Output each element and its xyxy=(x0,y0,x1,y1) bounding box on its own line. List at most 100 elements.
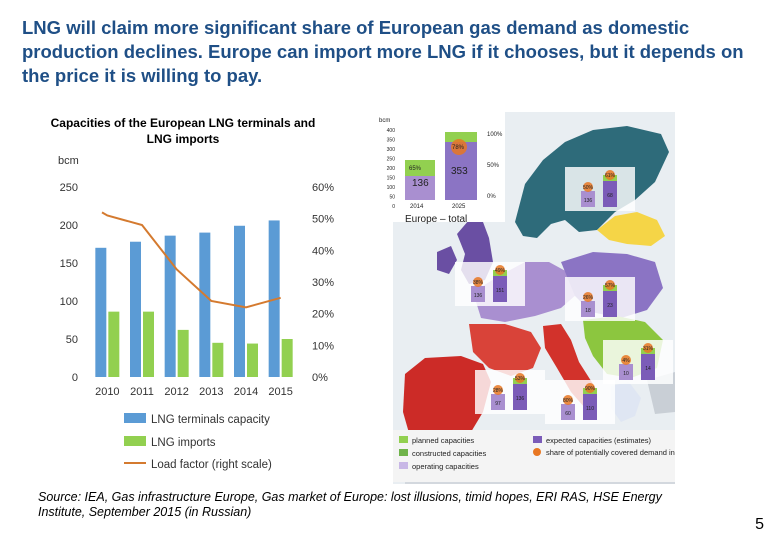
bar-capacity xyxy=(199,232,211,377)
mini-share-2025: 49% xyxy=(495,268,506,274)
mini-share-2014-marker xyxy=(583,292,593,302)
mini-value-2025: 14 xyxy=(645,366,651,372)
bar-imports xyxy=(281,339,293,377)
region-france xyxy=(469,324,541,376)
mini-chart-southeast: 10 14 4% 31% xyxy=(603,340,673,384)
mini-value-2014: 136 xyxy=(474,293,483,299)
bar-capacity xyxy=(95,247,107,377)
bar-imports xyxy=(177,329,189,377)
legend-label-load-factor: Load factor (right scale) xyxy=(151,459,272,471)
total-bar-2014-constructed xyxy=(405,160,435,176)
total-value-2014: 136 xyxy=(412,178,429,189)
mini-value-2025: 68 xyxy=(607,193,613,199)
mini-value-2014: 136 xyxy=(584,198,593,204)
europe-lng-map: bcm 400 350 300 250 200 150 100 50 0 100% 50% 0%… xyxy=(365,112,675,484)
y-axis-unit-label: bcm xyxy=(58,155,79,167)
legend-constructed: constructed capacities xyxy=(412,449,486,458)
legend-swatch-expected xyxy=(533,436,542,443)
y-tick-label: 250 xyxy=(60,182,78,194)
page-number: 5 xyxy=(755,516,764,533)
chart-title: Capacities of the European LNG terminals… xyxy=(50,116,316,146)
mini-chart-bg xyxy=(455,262,525,306)
x-axis-ticks: 2010 2011 2012 2013 2014 2015 xyxy=(95,386,293,398)
total-pct-top: 100% xyxy=(487,132,503,138)
load-factor-line-group xyxy=(101,211,281,309)
mini-bar-2025 xyxy=(513,384,527,410)
mini-share-2014-marker xyxy=(493,385,503,395)
bars-group xyxy=(95,220,293,377)
mini-bar-2014 xyxy=(581,191,595,207)
y2-tick-label: 60% xyxy=(312,182,334,194)
legend-operating: operating capacities xyxy=(412,462,479,471)
total-tick-label: 400 xyxy=(387,128,396,134)
mini-share-2025: 61% xyxy=(605,173,616,179)
legend-swatch-planned xyxy=(399,436,408,443)
mini-bar-2014 xyxy=(561,404,575,420)
total-share-2014: 65% xyxy=(409,166,422,172)
mini-share-2025-marker xyxy=(515,373,525,383)
legend-swatch-capacity xyxy=(124,413,146,423)
total-share-2025-marker xyxy=(451,139,467,155)
bar-capacity xyxy=(130,241,141,377)
source-note: Source: IEA, Gas infrastructure Europe, … xyxy=(38,490,662,519)
mini-share-2014-marker xyxy=(583,182,593,192)
total-value-2025: 353 xyxy=(451,166,468,177)
mini-share-2025-marker xyxy=(495,265,505,275)
y-tick-label: 200 xyxy=(60,220,78,232)
mini-value-2025: 23 xyxy=(607,303,613,309)
mini-chart-northwest: 136 151 38% 49% xyxy=(455,262,525,306)
mini-share-2025-marker xyxy=(585,383,595,393)
mini-share-2014-marker xyxy=(473,277,483,287)
bar-imports xyxy=(108,311,120,377)
mini-share-2014: 80% xyxy=(563,398,574,404)
bar-capacity xyxy=(164,235,176,377)
legend-swatch-operating xyxy=(399,462,408,469)
mini-share-2025-marker xyxy=(605,170,615,180)
mini-chart-bg xyxy=(565,167,635,211)
mini-bar-2014 xyxy=(471,286,485,302)
total-tick-label: 200 xyxy=(387,166,396,172)
bar-imports xyxy=(212,342,224,377)
total-pct-low: 0% xyxy=(487,194,496,200)
legend-swatch-imports xyxy=(124,436,146,446)
x-tick-label: 2015 xyxy=(268,386,292,398)
y2-tick-label: 0% xyxy=(312,372,328,384)
region-total-label: Europe – total xyxy=(405,214,467,225)
total-tick-label: 150 xyxy=(387,176,396,182)
y-tick-label: 0 xyxy=(72,372,78,384)
mini-chart-bg xyxy=(545,380,615,424)
mini-bar-2025 xyxy=(641,354,655,380)
mini-share-2014: 50% xyxy=(583,185,594,191)
legend-swatch-share xyxy=(533,448,541,456)
mini-share-2014: 38% xyxy=(473,280,484,286)
slide-headline: LNG will claim more significant share of… xyxy=(22,17,744,86)
bar-capacity xyxy=(234,225,245,377)
total-tick-label: 0 xyxy=(392,204,395,210)
mini-bar-2025 xyxy=(493,276,507,302)
y-tick-label: 50 xyxy=(66,334,78,346)
bar-imports xyxy=(247,343,258,377)
y2-tick-label: 30% xyxy=(312,277,334,289)
x-tick-label: 2012 xyxy=(164,386,188,398)
region-mini-charts: 136 68 50% 61% 136 151 38% 49% 18 23 26% 57% 10 14 4% 3… xyxy=(455,167,673,424)
region-ireland xyxy=(437,246,457,274)
total-share-2025: 78% xyxy=(452,145,465,151)
mini-bar-2014 xyxy=(491,394,505,410)
total-tick-label: 100 xyxy=(387,185,396,191)
y-tick-label: 150 xyxy=(60,258,78,270)
mini-share-2014-marker xyxy=(621,355,631,365)
y2-axis-ticks: 0% 10% 20% 30% 40% 50% 60% xyxy=(312,182,334,384)
legend-planned: planned capacities xyxy=(412,436,474,445)
mini-chart-italy: 97 136 28% 53% xyxy=(475,370,545,414)
y2-tick-label: 10% xyxy=(312,340,334,352)
mini-share-2014: 28% xyxy=(493,388,504,394)
legend-label-capacity: LNG terminals capacity xyxy=(151,414,270,426)
mini-value-2025: 110 xyxy=(586,406,594,412)
mini-share-2025: 90% xyxy=(585,386,596,392)
mini-share-2025: 53% xyxy=(515,376,526,382)
mini-bar-2025 xyxy=(603,181,617,207)
mini-bar-2014 xyxy=(619,364,633,380)
region-iberia xyxy=(403,356,491,452)
mini-bar-2014 xyxy=(581,301,595,317)
mini-share-2014-marker xyxy=(563,395,573,405)
